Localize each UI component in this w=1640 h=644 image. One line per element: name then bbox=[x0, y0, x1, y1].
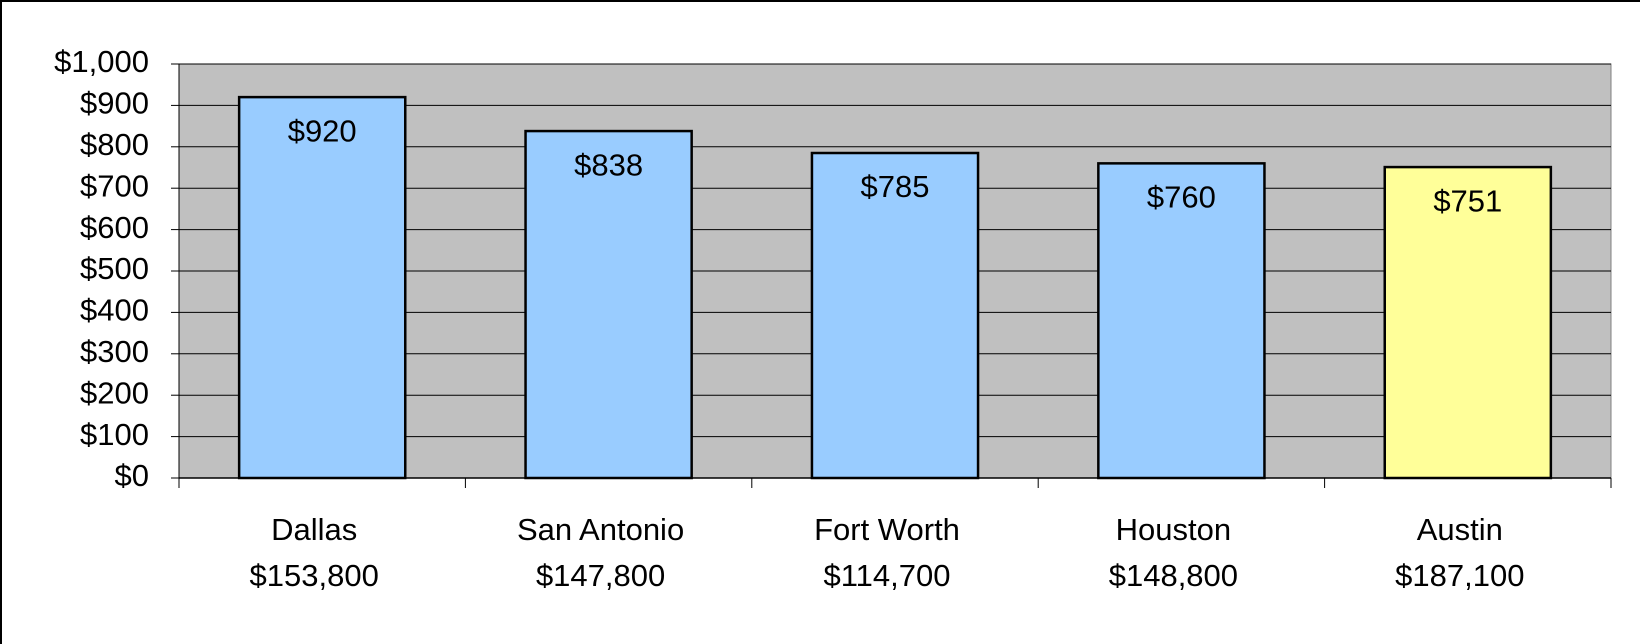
value-label: $838 bbox=[574, 147, 643, 182]
y-tick-label: $400 bbox=[80, 293, 149, 328]
value-label: $920 bbox=[288, 113, 357, 148]
y-tick-label: $900 bbox=[80, 86, 149, 121]
x-tick-label: $153,800 bbox=[250, 558, 379, 593]
value-label: $751 bbox=[1433, 183, 1502, 218]
x-tick-label: $148,800 bbox=[1109, 558, 1238, 593]
x-tick-label: $147,800 bbox=[536, 558, 665, 593]
bar bbox=[810, 151, 980, 480]
value-label: $760 bbox=[1147, 180, 1216, 215]
y-tick-label: $0 bbox=[115, 458, 149, 493]
value-label: $785 bbox=[861, 169, 930, 204]
bar bbox=[1383, 165, 1553, 480]
bar bbox=[237, 95, 407, 480]
x-tick-label: $187,100 bbox=[1395, 558, 1524, 593]
x-tick-label: $114,700 bbox=[824, 558, 951, 593]
bar bbox=[1097, 162, 1266, 480]
y-tick-label: $300 bbox=[80, 334, 149, 369]
y-tick-label: $700 bbox=[80, 168, 149, 203]
y-tick-label: $100 bbox=[80, 417, 149, 452]
x-tick-label: Dallas bbox=[271, 512, 357, 547]
x-tick-label: Austin bbox=[1417, 512, 1503, 547]
y-tick-label: $1,000 bbox=[54, 44, 149, 79]
x-tick-label: San Antonio bbox=[517, 512, 684, 547]
y-tick-label: $200 bbox=[80, 375, 149, 410]
y-tick-label: $600 bbox=[80, 210, 149, 245]
bar bbox=[524, 129, 693, 480]
y-tick-label: $800 bbox=[80, 127, 149, 162]
x-tick-label: Fort Worth bbox=[814, 512, 960, 547]
x-tick-label: Houston bbox=[1116, 512, 1231, 547]
y-tick-label: $500 bbox=[80, 251, 149, 286]
